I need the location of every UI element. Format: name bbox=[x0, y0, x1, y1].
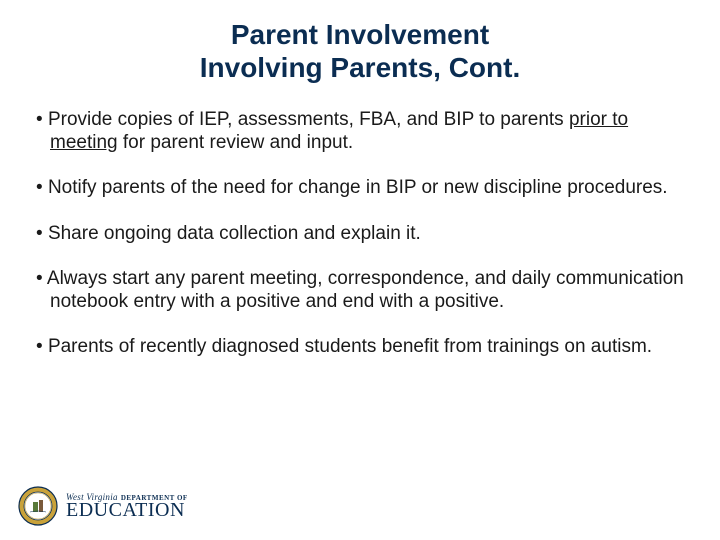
slide: Parent Involvement Involving Parents, Co… bbox=[0, 0, 720, 540]
bullet-text: for parent review and input. bbox=[118, 132, 354, 153]
bullet-item: Provide copies of IEP, assessments, FBA,… bbox=[36, 108, 684, 154]
bullet-text: Provide copies of IEP, assessments, FBA,… bbox=[48, 109, 569, 130]
bullet-text: Notify parents of the need for change in… bbox=[48, 177, 668, 198]
wordmark-education: EDUCATION bbox=[66, 500, 188, 520]
bullet-text: Always start any parent meeting, corresp… bbox=[47, 268, 684, 312]
title-line-2: Involving Parents, Cont. bbox=[30, 51, 690, 84]
slide-body: Provide copies of IEP, assessments, FBA,… bbox=[30, 108, 690, 358]
bullet-text: Parents of recently diagnosed students b… bbox=[48, 336, 652, 357]
slide-title: Parent Involvement Involving Parents, Co… bbox=[30, 18, 690, 84]
bullet-item: Share ongoing data collection and explai… bbox=[36, 222, 684, 245]
bullet-text: Share ongoing data collection and explai… bbox=[48, 223, 421, 244]
state-seal-icon bbox=[18, 486, 58, 526]
bullet-item: Notify parents of the need for change in… bbox=[36, 176, 684, 199]
bullet-item: Parents of recently diagnosed students b… bbox=[36, 335, 684, 358]
wordmark: West VirginiaDEPARTMENT OF EDUCATION bbox=[66, 493, 188, 520]
bullet-item: Always start any parent meeting, corresp… bbox=[36, 267, 684, 313]
footer-branding: West VirginiaDEPARTMENT OF EDUCATION bbox=[18, 486, 188, 526]
title-line-1: Parent Involvement bbox=[30, 18, 690, 51]
